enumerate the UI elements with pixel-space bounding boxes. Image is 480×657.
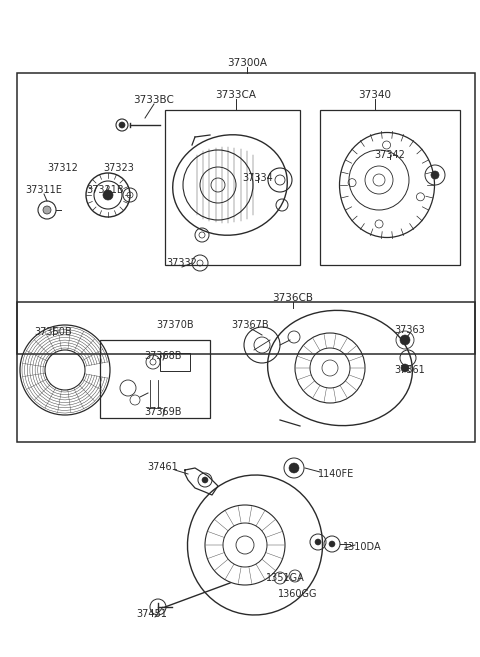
Text: 37300A: 37300A: [227, 58, 267, 68]
Text: 37367B: 37367B: [231, 320, 269, 330]
Bar: [17, 302, 475, 442]
Bar: [160, 353, 190, 371]
Text: 37323: 37323: [104, 163, 134, 173]
Text: 37363: 37363: [395, 325, 425, 335]
Text: 37369B: 37369B: [144, 407, 182, 417]
Circle shape: [431, 171, 439, 179]
Text: 37311E: 37311E: [25, 185, 62, 195]
Text: 1351GA: 1351GA: [265, 573, 304, 583]
Circle shape: [400, 335, 410, 345]
Text: 1310DA: 1310DA: [343, 542, 381, 552]
Bar: [320, 110, 460, 265]
Text: 37451: 37451: [137, 609, 168, 619]
Circle shape: [401, 364, 409, 372]
Text: 37340: 37340: [359, 90, 392, 100]
Bar: [100, 340, 210, 418]
Circle shape: [289, 463, 299, 473]
Circle shape: [119, 122, 125, 128]
Text: 37368B: 37368B: [144, 351, 182, 361]
Circle shape: [202, 477, 208, 483]
Text: 37350B: 37350B: [34, 327, 72, 337]
Circle shape: [329, 541, 335, 547]
Text: 37370B: 37370B: [156, 320, 194, 330]
Text: 37361: 37361: [395, 365, 425, 375]
Text: 37312: 37312: [48, 163, 78, 173]
Bar: [17, 73, 475, 354]
Text: 3736CB: 3736CB: [273, 293, 313, 303]
Text: 37321B: 37321B: [86, 185, 124, 195]
Circle shape: [43, 206, 51, 214]
Circle shape: [103, 190, 113, 200]
Text: 1360GG: 1360GG: [278, 589, 318, 599]
Text: 37342: 37342: [374, 150, 406, 160]
Text: 1140FE: 1140FE: [318, 469, 354, 479]
Text: 3733CA: 3733CA: [216, 90, 256, 100]
Text: 37334: 37334: [242, 173, 274, 183]
Text: 37461: 37461: [148, 462, 179, 472]
Text: 3733BC: 3733BC: [133, 95, 174, 105]
Text: 37332: 37332: [167, 258, 197, 268]
Circle shape: [315, 539, 321, 545]
Bar: [165, 110, 300, 265]
